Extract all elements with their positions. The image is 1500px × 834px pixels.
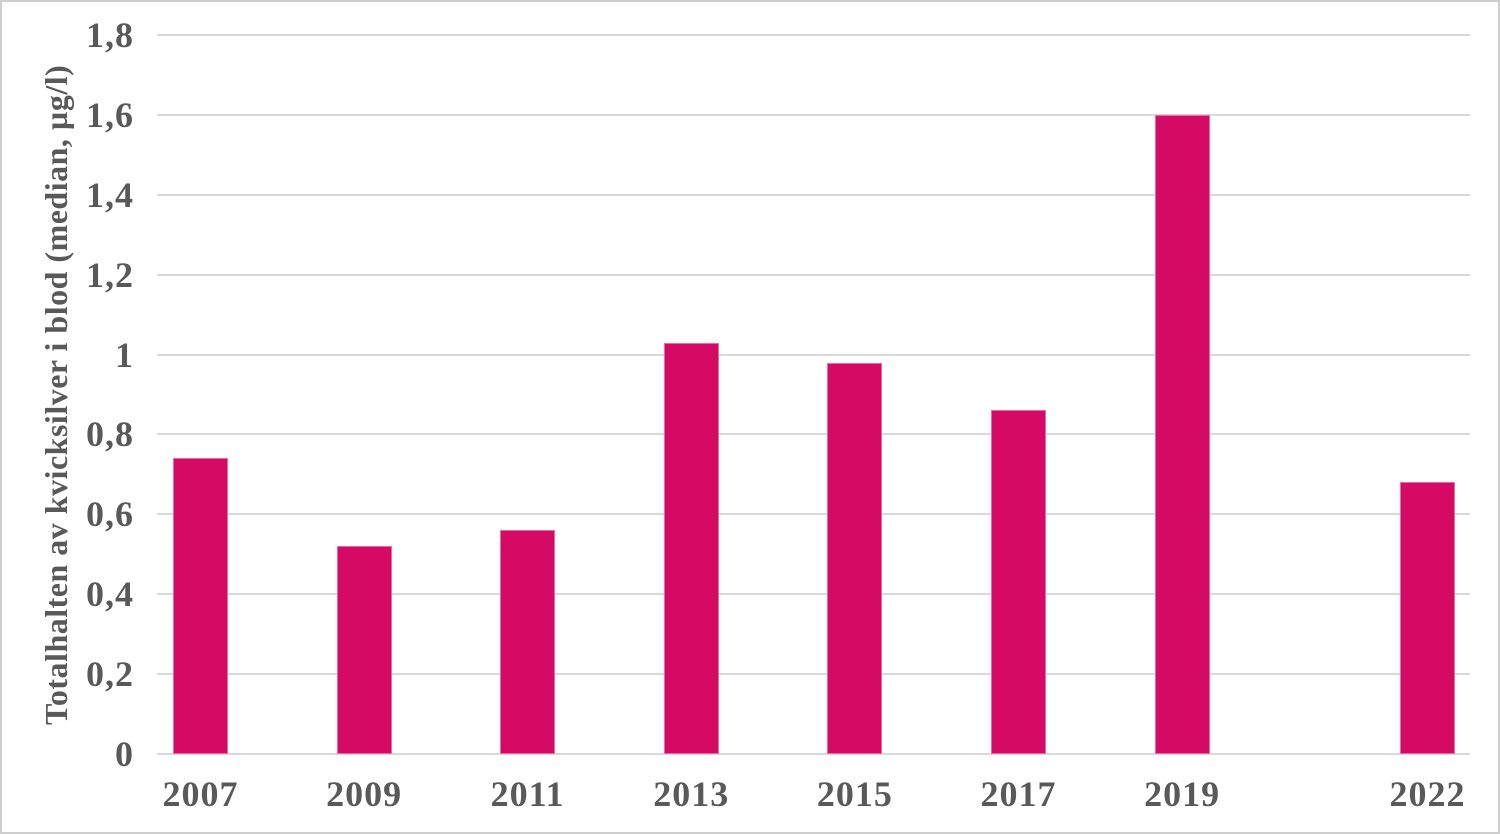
y-tick-label-1,4: 1,4 [86,174,134,215]
bar-2011 [500,530,556,754]
bar-2019 [1154,114,1210,754]
y-tick-label-0,4: 0,4 [86,574,134,615]
x-tick-label-2022: 2022 [1389,774,1466,814]
y-tick-label-0,8: 0,8 [86,414,134,455]
x-tick-label-2009: 2009 [326,774,403,814]
gridline-1,8 [157,34,1470,36]
x-tick-label-2017: 2017 [980,774,1057,814]
y-axis-title: Totalhalten av kvicksilver i blod (media… [38,64,74,725]
gridline-0,2 [157,673,1470,676]
y-tick-label-1,6: 1,6 [86,94,134,135]
y-tick-label-0,2: 0,2 [86,654,134,695]
x-tick-label-2011: 2011 [490,774,565,814]
y-tick-label-1,2: 1,2 [86,254,134,295]
bar-2017 [991,410,1046,754]
y-tick-label-0,6: 0,6 [86,494,134,535]
x-tick-label-2015: 2015 [816,774,893,814]
bar-2009 [336,546,392,754]
gridline-1,2 [157,273,1470,276]
y-tick-label-0: 0 [115,734,134,774]
bar-2015 [827,362,883,754]
bar-2013 [663,342,719,754]
x-tick-label-2019: 2019 [1144,774,1221,814]
gridline-0,8 [157,433,1470,436]
x-tick-label-2013: 2013 [653,774,730,814]
gridline-1,4 [157,193,1470,196]
gridline-0,6 [157,513,1470,516]
x-tick-label-2007: 2007 [162,774,239,814]
gridline-1 [157,353,1470,356]
y-tick-label-1: 1 [115,334,134,375]
bar-2022 [1400,482,1455,754]
bar-2007 [173,458,228,754]
gridline-0,4 [157,593,1470,596]
gridline-1,6 [157,113,1470,116]
gridline-0 [157,753,1470,755]
y-tick-label-1,8: 1,8 [86,15,134,55]
